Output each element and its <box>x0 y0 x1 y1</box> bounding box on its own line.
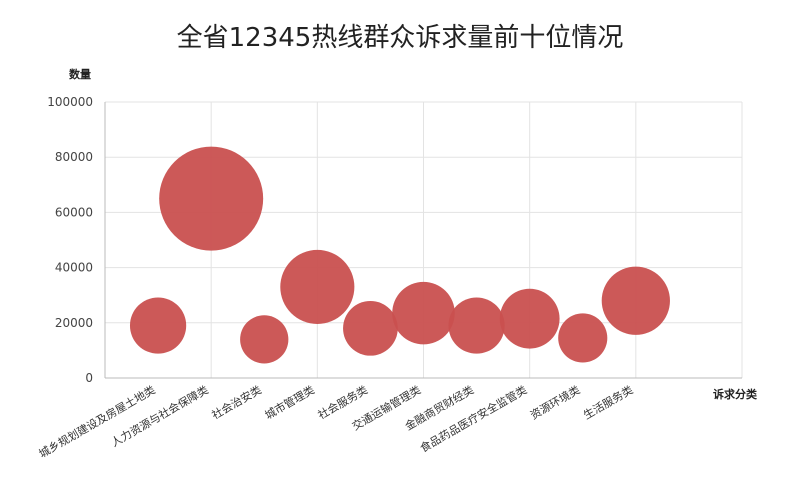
bubble <box>240 315 289 364</box>
y-tick-label: 40000 <box>55 261 93 275</box>
x-tick-label: 城市管理类 <box>262 382 317 422</box>
x-tick-label: 社会治安类 <box>209 382 264 422</box>
bubble <box>129 297 187 354</box>
bubble <box>159 146 264 251</box>
bubble <box>448 297 505 354</box>
x-tick-label: 生活服务类 <box>581 382 636 422</box>
y-axis-label: 数量 <box>69 67 91 81</box>
chart-title: 全省12345热线群众诉求量前十位情况 <box>177 23 624 53</box>
y-tick-label: 100000 <box>47 95 93 109</box>
y-tick-label: 60000 <box>55 205 93 219</box>
y-tick-label: 0 <box>85 371 93 385</box>
y-tick-label: 20000 <box>55 316 93 330</box>
y-tick-label: 80000 <box>55 150 93 164</box>
x-axis-label: 诉求分类 <box>713 387 758 401</box>
x-tick-label: 人力资源与社会保障类 <box>108 382 210 449</box>
bubble <box>499 288 560 349</box>
bubble <box>280 249 355 324</box>
bubble <box>392 281 455 345</box>
bubble <box>601 266 670 335</box>
bubble <box>343 300 398 356</box>
x-tick-label: 资源环境类 <box>528 382 583 422</box>
bubble <box>558 313 608 363</box>
